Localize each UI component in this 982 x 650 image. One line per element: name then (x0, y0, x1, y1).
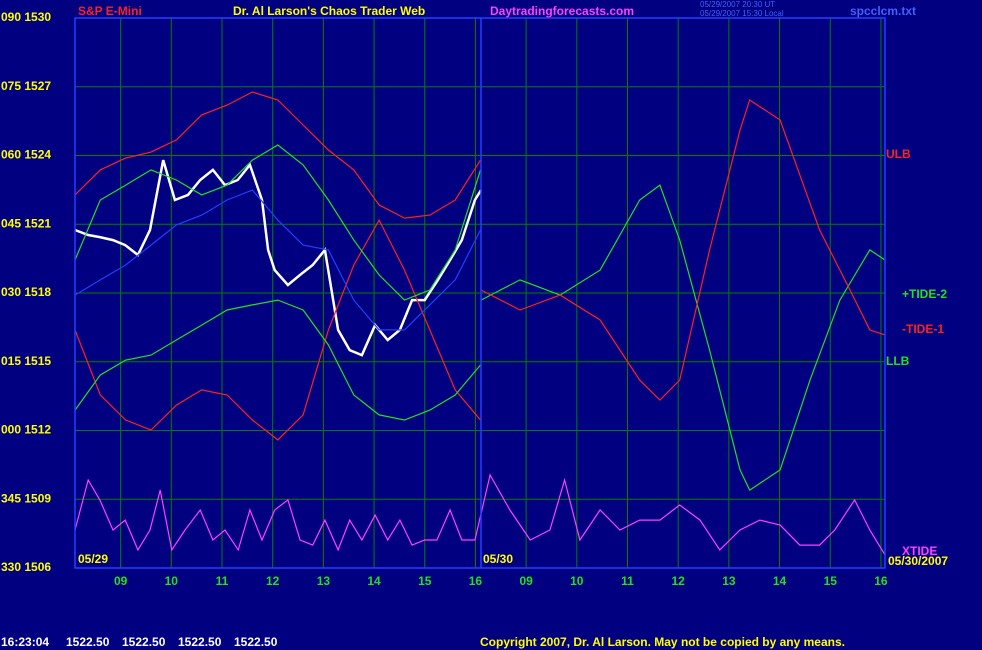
y-tick-label: 045 1521 (1, 216, 51, 230)
day-label: 05/29 (78, 552, 108, 566)
y-tick-label: 090 1530 (1, 10, 51, 24)
x-tick-label: 10 (570, 574, 584, 588)
legend-label: ULB (886, 147, 911, 161)
status-quote: 1522.50 (66, 635, 110, 649)
x-tick-label: 16 (469, 574, 483, 588)
legend-label: -TIDE-1 (902, 322, 944, 336)
timestamp: 05/29/2007 20:30 UT (700, 0, 775, 9)
y-tick-label: 000 1512 (1, 423, 51, 437)
x-tick-label: 11 (621, 574, 634, 588)
series-line (74, 189, 482, 331)
plot-frame (74, 17, 886, 569)
file-name: spcclcm.txt (850, 4, 916, 18)
y-tick-label: 060 1524 (1, 148, 51, 162)
x-tick-label: 09 (114, 574, 128, 588)
legend-label: +TIDE-2 (902, 287, 947, 301)
timestamp: 05/29/2007 15:30 Local (700, 9, 784, 18)
day-label: 05/30 (483, 552, 513, 566)
legend-label: LLB (886, 354, 910, 368)
legend-label: XTIDE (902, 544, 937, 558)
status-quote: 1522.50 (178, 635, 222, 649)
x-tick-label: 14 (367, 574, 381, 588)
status-time: 16:23:04 (1, 635, 49, 649)
x-tick-label: 12 (672, 574, 686, 588)
y-tick-label: 345 1509 (1, 491, 51, 505)
x-tick-label: 16 (874, 574, 888, 588)
series-line (74, 91, 482, 219)
copyright: Copyright 2007, Dr. Al Larson. May not b… (480, 635, 845, 649)
series-line (74, 218, 481, 441)
series-line (74, 299, 481, 421)
series-line (74, 473, 886, 556)
series-line (74, 144, 482, 301)
x-tick-label: 10 (165, 574, 179, 588)
x-tick-label: 13 (722, 574, 736, 588)
x-tick-label: 11 (216, 574, 229, 588)
symbol: S&P E-Mini (78, 4, 142, 18)
site: Daytradingforecasts.com (490, 4, 634, 18)
status-quote: 1522.50 (122, 635, 166, 649)
date: 05/30/2007 (888, 554, 948, 568)
series-line (480, 184, 886, 491)
series-line (480, 99, 886, 401)
status-quote: 1522.50 (234, 635, 278, 649)
grid: 090 1530 075 1527 060 1524 045 1521 030 1518… (1, 10, 888, 588)
x-tick-label: 09 (519, 574, 533, 588)
plot-area: ULB LLB +TIDE-2 -TIDE-1 XTIDE (74, 91, 947, 558)
x-tick-label: 12 (266, 574, 280, 588)
chart-title: Dr. Al Larson's Chaos Trader Web (233, 4, 425, 18)
x-tick-label: 13 (317, 574, 331, 588)
x-tick-label: 15 (824, 574, 838, 588)
y-tick-label: 030 1518 (1, 285, 51, 299)
series-line (74, 159, 483, 357)
x-tick-label: 14 (773, 574, 787, 588)
x-tick-label: 15 (418, 574, 432, 588)
y-tick-label: 330 1506 (1, 560, 51, 574)
y-tick-label: 075 1527 (1, 79, 51, 93)
y-tick-label: 015 1515 (1, 354, 51, 368)
